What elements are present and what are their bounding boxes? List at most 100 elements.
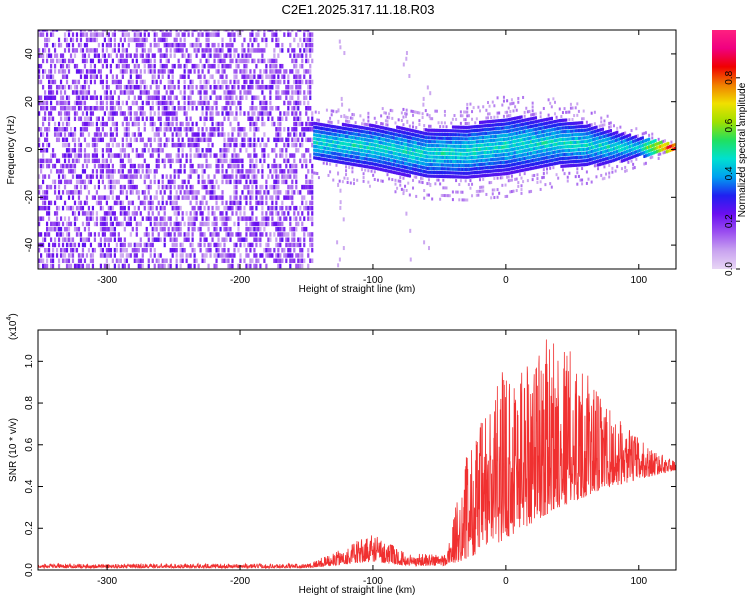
heatmap-cell	[127, 184, 130, 190]
heatmap-cell	[163, 158, 166, 164]
heatmap-cell	[394, 136, 397, 140]
heatmap-cell	[251, 216, 254, 221]
heatmap-cell	[291, 30, 294, 32]
heatmap-cell	[295, 221, 298, 227]
heatmap-cell	[384, 123, 387, 127]
heatmap-cell	[376, 159, 380, 163]
heatmap-cell	[55, 247, 59, 253]
heatmap-cell	[179, 142, 182, 148]
heatmap-cell	[61, 190, 65, 195]
heatmap-cell	[261, 116, 264, 122]
heatmap-cell	[445, 167, 448, 171]
heatmap-cell	[135, 111, 138, 116]
heatmap-cell	[439, 132, 442, 136]
heatmap-cell	[243, 137, 246, 143]
heatmap-cell	[279, 163, 282, 169]
heatmap-cell	[299, 242, 302, 248]
heatmap-cell	[207, 190, 210, 195]
heatmap-cell	[81, 169, 85, 174]
heatmap-cell	[277, 211, 280, 216]
heatmap-cell	[351, 132, 354, 136]
heatmap-cell	[147, 100, 150, 106]
heatmap-cell	[380, 164, 383, 168]
heatmap-cell	[316, 152, 319, 157]
heatmap-cell	[185, 121, 188, 127]
heatmap-cell	[467, 152, 471, 156]
heatmap-cell	[225, 179, 228, 185]
heatmap-cell	[427, 147, 431, 151]
heatmap-cell	[360, 156, 364, 160]
heatmap-cell	[345, 153, 348, 158]
heatmap-cell	[49, 169, 53, 174]
heatmap-cell	[431, 128, 434, 132]
heatmap-cell	[324, 154, 327, 158]
heatmap-cell	[123, 63, 126, 69]
heatmap-cell	[301, 142, 304, 148]
heatmap-cell	[93, 232, 97, 237]
heatmap-cell	[381, 179, 384, 183]
heatmap-cell	[177, 221, 180, 227]
heatmap-cell	[53, 95, 57, 100]
heatmap-cell	[239, 237, 242, 242]
heatmap-cell	[151, 226, 154, 232]
heatmap-cell	[229, 111, 232, 116]
heatmap-cell	[143, 111, 146, 116]
heatmap-cell	[113, 42, 116, 48]
heatmap-cell	[209, 116, 212, 122]
heatmap-cell	[429, 132, 432, 136]
heatmap-cell	[237, 32, 240, 37]
heatmap-cell	[131, 100, 134, 106]
heatmap-cell	[121, 137, 124, 143]
heatmap-cell	[227, 179, 230, 185]
heatmap-cell	[39, 163, 43, 169]
heatmap-cell	[376, 132, 380, 136]
heatmap-cell	[121, 30, 124, 32]
heatmap-cell	[383, 134, 386, 138]
heatmap-cell	[247, 90, 250, 95]
heatmap-cell	[141, 163, 144, 169]
heatmap-cell	[469, 171, 472, 175]
heatmap-cell	[435, 136, 439, 140]
heatmap-cell	[191, 30, 194, 32]
heatmap-cell	[348, 154, 351, 158]
heatmap-cell	[367, 165, 370, 169]
heatmap-cell	[121, 32, 124, 37]
heatmap-cell	[181, 253, 184, 258]
heatmap-cell	[443, 155, 447, 160]
heatmap-cell	[376, 128, 380, 133]
heatmap-cell	[437, 144, 440, 148]
heatmap-cell	[263, 190, 266, 195]
heatmap-cell	[243, 37, 246, 43]
heatmap-cell	[99, 69, 103, 74]
heatmap-cell	[159, 63, 162, 69]
heatmap-cell	[251, 158, 254, 164]
heatmap-cell	[191, 121, 194, 127]
heatmap-cell	[249, 163, 252, 169]
heatmap-cell	[129, 74, 132, 79]
heatmap-cell	[335, 125, 338, 129]
heatmap-cell	[233, 116, 236, 122]
heatmap-cell	[251, 48, 254, 53]
heatmap-cell	[241, 127, 244, 132]
heatmap-cell	[231, 174, 234, 179]
heatmap-cell	[362, 156, 365, 161]
heatmap-cell	[147, 216, 150, 221]
heatmap-cell	[57, 169, 61, 174]
heatmap-cell	[97, 184, 101, 190]
heatmap-cell	[75, 174, 79, 179]
heatmap-cell	[119, 111, 122, 116]
heatmap-cell	[123, 205, 126, 211]
heatmap-cell	[103, 253, 106, 258]
heatmap-cell	[107, 174, 110, 179]
heatmap-cell	[404, 127, 407, 131]
heatmap-cell	[219, 158, 222, 164]
heatmap-cell	[349, 158, 353, 162]
heatmap-cell	[105, 106, 108, 111]
heatmap-cell	[121, 190, 124, 195]
heatmap-cell	[39, 258, 43, 263]
heatmap-cell	[91, 121, 95, 127]
heatmap-cell	[388, 162, 391, 166]
heatmap-cell	[432, 159, 435, 163]
heatmap-cell	[41, 200, 45, 206]
heatmap-cell	[271, 37, 274, 43]
